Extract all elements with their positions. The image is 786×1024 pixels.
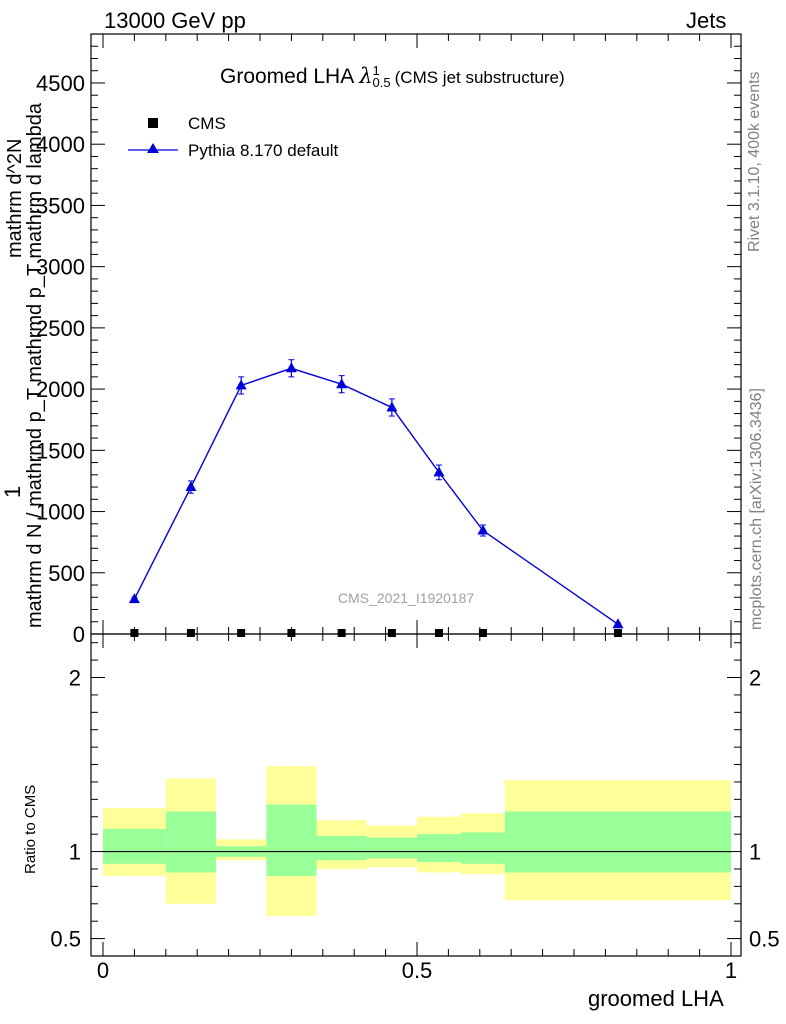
title-lambda-sup: 1 [372,63,380,79]
legend-pythia-label: Pythia 8.170 default [188,141,339,160]
x-tick-label: 0 [97,958,109,983]
legend-cms-label: CMS [188,114,226,133]
analysis-watermark: CMS_2021_I1920187 [338,590,475,606]
ratio-y-tick-label: 1 [69,840,81,865]
ratio-band-inner [417,834,461,863]
collision-label: 13000 GeV pp [104,8,246,33]
cms-point [387,629,396,637]
legend-pythia-marker [128,143,178,153]
ratio-y-tick-label-right: 1 [749,840,761,865]
cms-point [130,629,139,637]
cms-point [478,629,487,637]
ratio-y-tick-label: 0.5 [50,927,81,952]
pythia-point [336,378,348,389]
ratio-axis-label: Ratio to CMS [22,784,39,874]
rivet-version-label: Rivet 3.1.10, 400k events [746,71,763,252]
ratio-band-inner [103,828,166,864]
title-suffix: (CMS jet substructure) [394,68,565,87]
y-tick-label: 2500 [36,316,85,341]
plot-title: Groomed LHA λ 1 0.5 (CMS jet substructure) [220,64,565,89]
ratio-y-tick-label: 2 [69,666,81,691]
ratio-band-inner [316,835,367,861]
ratio-band-inner [460,832,505,864]
x-tick-label: 0.5 [402,958,433,983]
cms-point [434,629,443,637]
x-tick-label: 1 [725,958,737,983]
pythia-point [128,593,140,604]
ratio-y-tick-label-right: 2 [749,666,761,691]
title-lambda-scripts: 1 0.5 [372,63,391,91]
pythia-point [433,466,445,477]
cms-point [237,629,246,637]
y-tick-label: 3500 [36,193,85,218]
title-lambda-sub: 0.5 [372,75,391,91]
title-lambda: λ [359,64,373,88]
y-tick-label: 0 [73,622,85,647]
y-tick-label: 1000 [36,500,85,525]
x-axis-label: groomed LHA [588,986,724,1011]
mcplots-label: mcplots.cern.ch [arXiv:1306.3436] [748,388,765,630]
y-axis-numerator: 1 [0,485,25,498]
lower-frame [90,633,742,957]
pythia-point [477,524,489,535]
y-tick-label: 3000 [36,255,85,280]
process-label: Jets [686,8,727,33]
y-tick-label: 1500 [36,438,85,463]
pythia-point [612,618,624,629]
pythia-point [285,362,297,373]
ratio-band-inner [266,804,317,876]
pythia-point [386,401,398,412]
legend-cms-marker [148,118,158,128]
y-tick-label: 4500 [36,71,85,96]
pythia-point [185,481,197,492]
cms-point [613,629,622,637]
pythia-point [235,379,247,390]
y-tick-label: 2000 [36,377,85,402]
cms-point [186,629,195,637]
y-tick-label: 4000 [36,132,85,157]
ratio-band-inner [366,837,417,859]
ratio-band-inner [165,811,217,873]
ratio-band-inner [504,811,731,873]
y-tick-label: 500 [48,561,85,586]
title-main: Groomed LHA [220,65,355,88]
cms-point [287,629,296,637]
pythia-line [133,367,619,625]
cms-point [337,629,346,637]
y-axis-denominator: mathrm d N / mathrmd p_T mathrmd p_T mat… [24,103,46,628]
ratio-y-tick-label-right: 0.5 [749,927,780,952]
